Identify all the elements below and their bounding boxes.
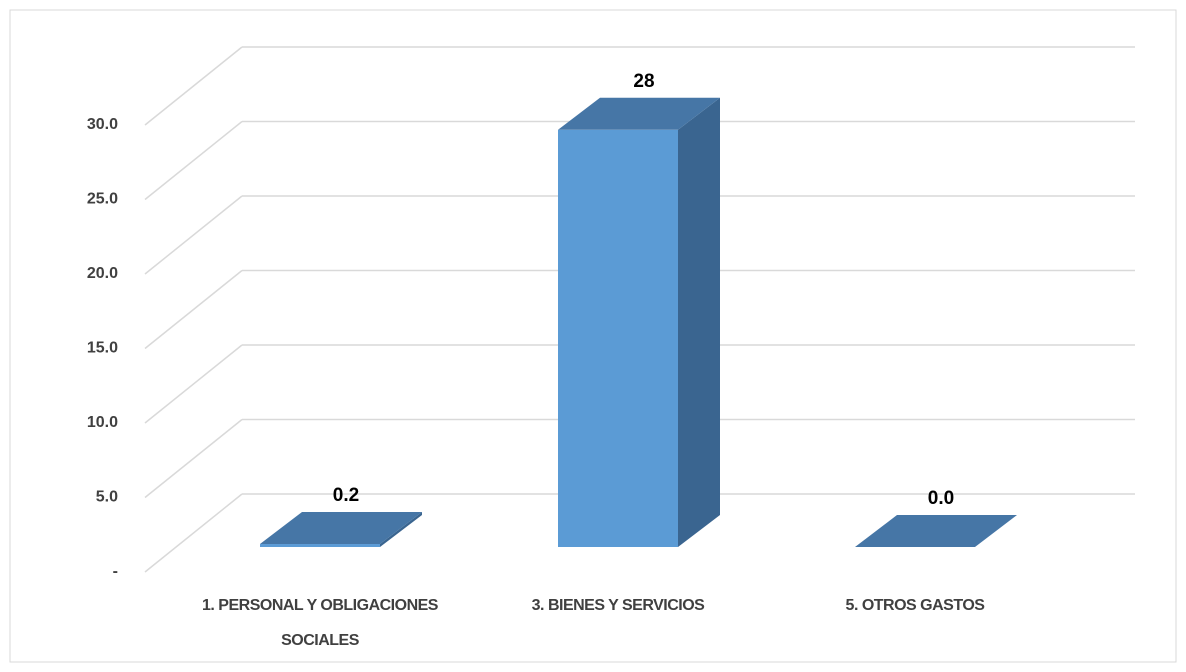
bar-side (678, 97, 720, 548)
grid-line-side (144, 46, 243, 126)
y-tick-label: 10.0 (87, 414, 118, 431)
value-label: 0.0 (928, 488, 954, 509)
x-tick-label: 1. PERSONAL Y OBLIGACIONES SOCIALES (202, 597, 438, 649)
x-tick-label: 5. OTROS GASTOS (845, 597, 985, 614)
bar-top (558, 97, 720, 130)
x-tick-label-box: 5. OTROS GASTOS (845, 597, 985, 614)
bar-top (260, 512, 422, 545)
bar (558, 97, 720, 548)
bar-front (558, 129, 678, 548)
x-tick-label: 3. BIENES Y SERVICIOS (531, 597, 705, 614)
grid-line-side (144, 269, 243, 350)
x-tick-label-box: 1. PERSONAL Y OBLIGACIONES SOCIALES (202, 597, 438, 649)
y-tick-label: 25.0 (87, 191, 118, 208)
grid-line-side (144, 344, 243, 424)
grid-line-side (144, 493, 243, 573)
value-label: 28 (633, 71, 654, 92)
value-label: 0.2 (333, 485, 359, 506)
x-tick-label-box: 3. BIENES Y SERVICIOS (531, 597, 705, 614)
bar (260, 512, 422, 547)
bar (855, 515, 1017, 547)
grid-line-side (144, 418, 243, 499)
grid-line-side (144, 195, 243, 275)
y-tick-label: 5.0 (96, 489, 118, 506)
y-tick-label: - (113, 563, 118, 580)
bar-front (260, 544, 380, 547)
y-tick-label: 30.0 (87, 116, 118, 133)
bar-side (380, 512, 422, 547)
y-tick-label: 15.0 (87, 340, 118, 357)
grid-line-side (144, 120, 243, 201)
y-tick-label: 20.0 (87, 265, 118, 282)
bar-top (855, 515, 1017, 547)
